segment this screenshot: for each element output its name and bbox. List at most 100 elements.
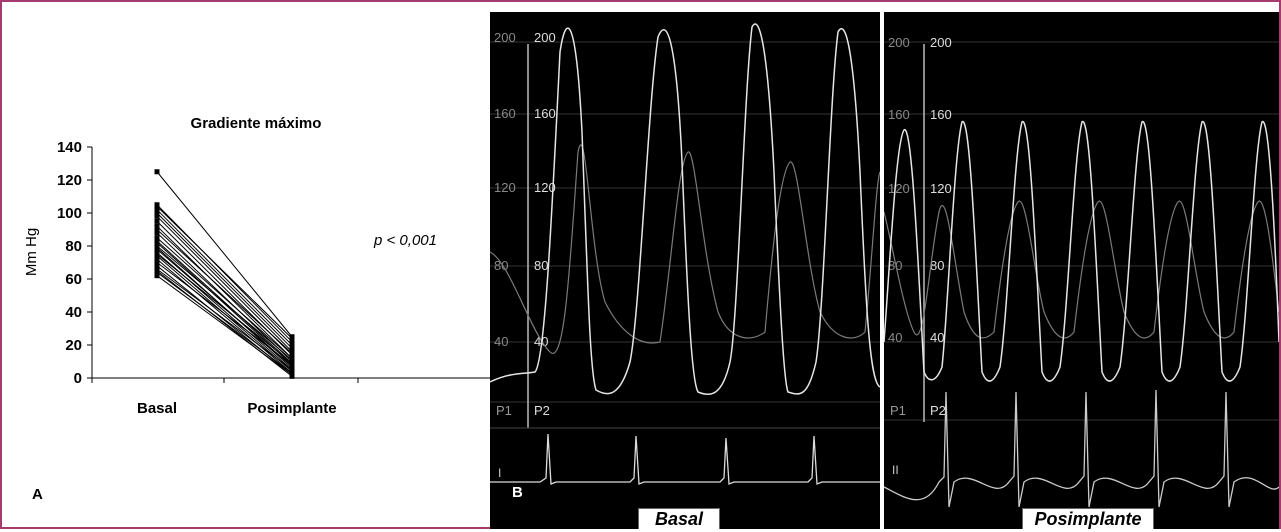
y-tick-label: 140 <box>57 139 82 156</box>
basal-point <box>154 218 160 224</box>
basal-point <box>154 203 160 209</box>
y-tick-label: 20 <box>65 337 82 354</box>
basal-point <box>154 246 160 252</box>
patient-line <box>156 262 293 366</box>
scale-label: 160 <box>930 107 952 122</box>
patient-line <box>156 232 293 362</box>
basal-lv-trace <box>490 23 880 396</box>
channel-p1-label: P1 <box>890 403 906 418</box>
basal-point <box>154 213 160 219</box>
patient-line <box>156 215 293 352</box>
scale-label: 120 <box>534 180 556 195</box>
patient-line <box>156 271 293 374</box>
x-axis: Basal Posimplante <box>91 377 490 417</box>
monitor-b-svg: 200 160 120 80 40 200 160 120 80 40 P1 P… <box>490 23 880 501</box>
basal-point <box>154 240 160 246</box>
patient-line <box>156 229 293 354</box>
basal-point <box>154 210 160 216</box>
channel-p2-label: P2 <box>930 403 946 418</box>
basal-ecg-trace <box>490 433 880 485</box>
patient-line <box>156 253 293 364</box>
patient-line <box>156 171 293 338</box>
posimplante-point <box>289 342 295 348</box>
monitor-c-svg: 200 160 120 80 40 200 160 120 80 40 P1 P… <box>884 35 1279 508</box>
scale-label: 160 <box>494 106 516 121</box>
posimplante-point <box>289 357 295 363</box>
posimplante-lv-trace <box>884 121 1279 382</box>
patient-line <box>156 206 293 339</box>
basal-point <box>154 207 160 213</box>
basal-point <box>154 169 160 175</box>
scale-label: 160 <box>888 107 910 122</box>
panel-a-label: A <box>32 486 43 503</box>
patient-line <box>156 258 293 374</box>
monitor-b-scale-inner: 200 160 120 80 40 <box>534 30 556 349</box>
y-axis: 0 20 40 60 80 100 120 140 <box>57 139 93 387</box>
scale-label: 120 <box>930 181 952 196</box>
p-value-annotation: p < 0,001 <box>373 232 437 249</box>
posimplante-aortic-trace <box>884 200 1279 339</box>
ecg-lead-label: I <box>498 466 501 480</box>
caption-posimplante: Posimplante <box>1022 508 1154 529</box>
y-tick-label: 80 <box>65 238 82 255</box>
monitor-b-scale-outer: 200 160 120 80 40 <box>494 30 516 349</box>
patient-line <box>156 209 293 346</box>
basal-point <box>154 256 160 262</box>
y-tick-label: 60 <box>65 271 82 288</box>
posimplante-point <box>289 367 295 373</box>
paired-lines <box>154 169 295 379</box>
scale-label: 120 <box>494 180 516 195</box>
scale-label: 200 <box>930 35 952 50</box>
patient-line <box>156 225 293 359</box>
patient-line <box>156 248 293 367</box>
y-tick-label: 120 <box>57 172 82 189</box>
basal-point <box>154 235 160 241</box>
scale-label: 40 <box>930 330 944 345</box>
basal-point <box>154 260 160 265</box>
scale-label: 80 <box>888 258 902 273</box>
basal-point <box>154 273 160 279</box>
panel-c-monitor-posimplante: 200 160 120 80 40 200 160 120 80 40 P1 P… <box>884 12 1279 529</box>
x-tick-label: Posimplante <box>247 400 336 417</box>
posimplante-point <box>289 350 295 356</box>
y-tick-label: 0 <box>74 370 82 387</box>
basal-point <box>154 227 160 232</box>
posimplante-ecg-trace <box>884 389 1279 508</box>
monitor-c-scale-outer: 200 160 120 80 40 <box>888 35 910 345</box>
gradient-chart-svg: Gradiente máximo Mm Hg 0 20 40 60 80 100 120 14… <box>23 115 490 503</box>
patient-line <box>156 245 293 361</box>
patient-line <box>156 212 293 349</box>
posimplante-point <box>289 335 295 341</box>
scale-label: 200 <box>888 35 910 50</box>
panel-b-monitor-basal: 200 160 120 80 40 200 160 120 80 40 P1 P… <box>490 12 880 529</box>
scale-label: 120 <box>888 181 910 196</box>
basal-point <box>154 263 160 269</box>
y-tick-label: 40 <box>65 304 82 321</box>
chart-title: Gradiente máximo <box>191 115 322 132</box>
basal-point <box>154 253 160 259</box>
basal-point <box>154 230 160 236</box>
y-tick-label: 100 <box>57 205 82 222</box>
scale-label: 80 <box>534 258 548 273</box>
monitor-c-gridlines <box>884 41 1279 422</box>
posimplante-point <box>289 372 295 378</box>
patient-line <box>156 204 293 343</box>
channel-p2-label: P2 <box>534 403 550 418</box>
scale-label: 200 <box>494 30 516 45</box>
monitor-c-scale-inner: 200 160 120 80 40 <box>930 35 952 345</box>
patient-line <box>156 268 293 371</box>
panel-a-chart: Gradiente máximo Mm Hg 0 20 40 60 80 100 120 14… <box>2 2 490 527</box>
caption-basal: Basal <box>638 508 720 529</box>
basal-point <box>154 269 160 275</box>
posimplante-point <box>289 339 295 345</box>
patient-line <box>156 240 293 364</box>
patient-line <box>156 270 293 377</box>
scale-label: 160 <box>534 106 556 121</box>
posimplante-point <box>289 362 295 368</box>
basal-point <box>154 223 160 229</box>
scale-label: 40 <box>494 334 508 349</box>
patient-line <box>156 275 293 376</box>
channel-p1-label: P1 <box>496 403 512 418</box>
scale-label: 200 <box>534 30 556 45</box>
panel-b-label: B <box>512 484 523 501</box>
